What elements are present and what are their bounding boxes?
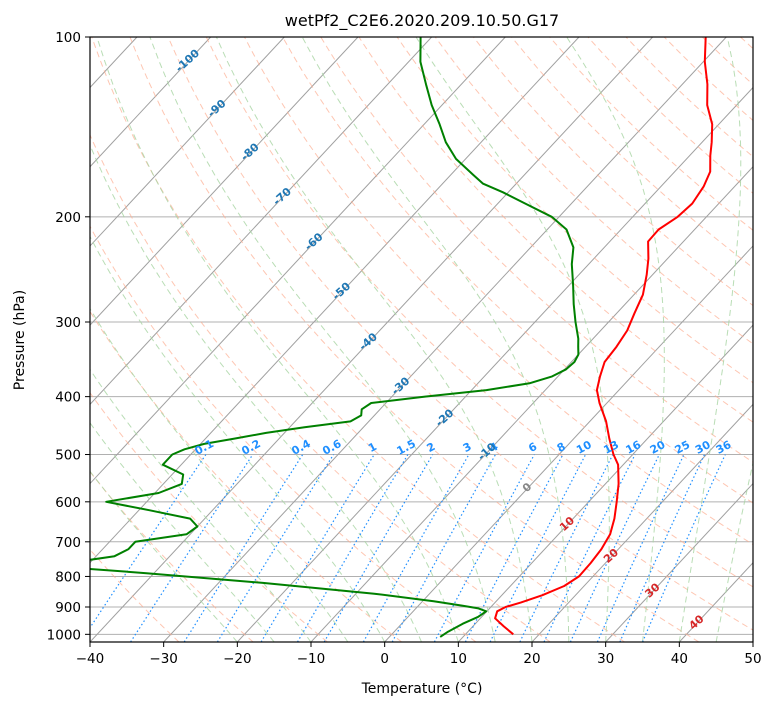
moist-adiabat-line [0,37,274,642]
y-axis-label: Pressure (hPa) [12,290,28,390]
mixing-ratio-label: 25 [673,438,693,457]
isotherm-line [606,37,775,642]
mixing-ratio-line [643,455,726,643]
isotherm-line [164,37,727,642]
mixing-ratio-line [324,455,433,643]
isotherm-line [0,37,284,642]
isotherm-label: 0 [520,480,535,495]
dry-adiabat-line [245,37,775,642]
mixing-ratio-label: 3 [461,440,474,455]
y-tick-label: 500 [55,448,81,464]
y-tick-label: 700 [55,535,81,551]
y-tick-label: 200 [55,210,81,226]
mixing-ratio-label: 16 [624,438,644,457]
isotherm-line [753,37,775,642]
x-tick-label: −40 [76,651,105,667]
moist-adiabat-line [97,37,458,642]
x-axis-label: Temperature (°C) [361,681,483,697]
x-tick-label: 40 [671,651,688,667]
mixing-ratio-label: 6 [526,440,539,455]
x-tick-label: 10 [450,651,467,667]
mixing-ratio-line [490,455,585,643]
y-tick-label: 100 [55,30,81,46]
mixing-ratio-line [184,455,303,643]
x-tick-label: 0 [380,651,389,667]
x-tick-label: 30 [597,651,614,667]
x-tick-label: −10 [297,651,326,667]
mixing-ratio-label: 2 [425,440,438,455]
mixing-ratio-label: 10 [574,438,594,457]
isotherm-line [385,37,775,642]
dry-adiabat-line [550,37,775,642]
isotherm-line [237,37,775,642]
isotherm-line [0,37,505,642]
y-tick-label: 900 [55,600,81,616]
moist-adiabat-line [716,37,775,642]
moist-adiabat-line [302,37,569,642]
y-tick-label: 300 [55,315,81,331]
x-tick-label: −30 [149,651,178,667]
mixing-ratio-line [465,455,563,643]
x-tick-label: 20 [523,651,540,667]
moist-adiabat-line [17,37,385,642]
mixing-ratio-label: 20 [648,438,668,457]
temperature-profile-line [495,37,712,634]
isotherm-line [16,37,579,642]
reference-lines [0,37,775,642]
mixing-ratio-label: 13 [601,438,621,457]
moist-adiabat-line [679,37,741,642]
mixing-ratio-line [570,455,659,643]
dry-adiabat-line [0,37,402,642]
mixing-ratio-line [298,455,408,643]
x-tick-label: −20 [223,651,252,667]
chart-title: wetPf2_C2E6.2020.209.10.50.G17 [285,11,559,31]
y-tick-label: 800 [55,569,81,585]
dry-adiabat-line [702,37,775,642]
dry-adiabat-line [321,37,775,642]
dry-adiabat-line [168,37,773,642]
moist-adiabat-line [150,37,495,642]
dry-adiabat-line [397,37,775,642]
isotherm-line [0,37,63,642]
y-tick-label: 1000 [47,627,81,643]
y-tick-label: 600 [55,495,81,511]
dry-adiabat-line [16,37,477,642]
mixing-ratio-label: 36 [714,438,734,457]
dewpoint-profile-line [57,37,578,637]
dry-adiabat-line [741,37,775,642]
x-tick-label: 50 [744,651,761,667]
mixing-ratio-line [392,455,495,643]
mixing-ratio-line [217,455,333,643]
mixing-ratio-line [520,455,613,643]
y-tick-label: 400 [55,390,81,406]
isotherm-line [0,37,358,642]
moist-adiabat-line [0,37,237,642]
isotherm-line [0,37,211,642]
dry-adiabat-line [54,37,551,642]
